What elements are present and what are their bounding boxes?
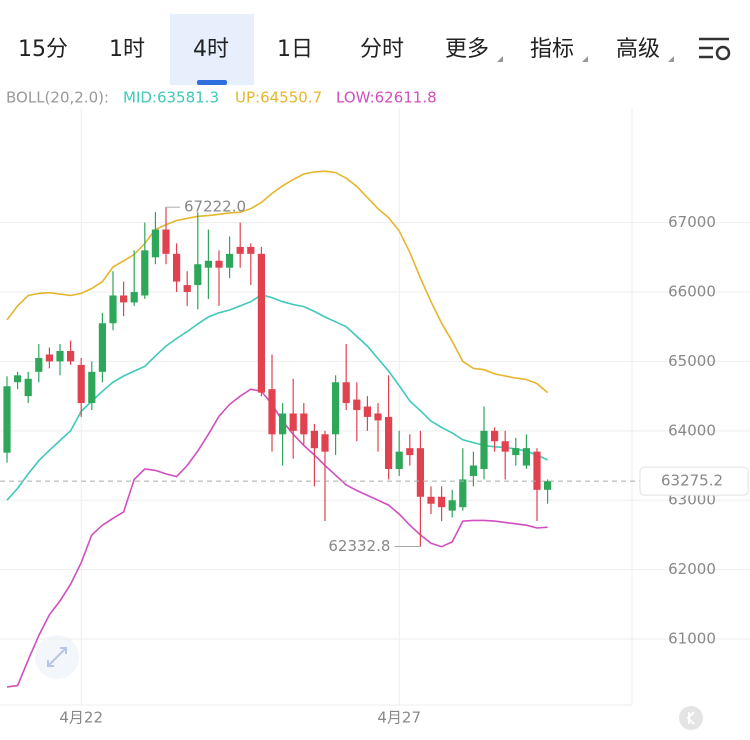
candle-body: [141, 250, 149, 296]
candle-body: [544, 481, 552, 490]
candle-body: [14, 375, 22, 383]
boll-line: [6, 170, 549, 394]
tab[interactable]: 15分: [18, 37, 68, 62]
candle-body: [268, 389, 276, 435]
dropdown-caret: [582, 56, 588, 62]
candle-body: [130, 292, 138, 303]
candle-body: [342, 382, 350, 404]
y-tick-label: 67000: [668, 213, 716, 231]
candle-body: [300, 413, 308, 435]
candle-body: [321, 434, 329, 452]
candle-body: [162, 229, 170, 254]
tab[interactable]: 4时: [193, 37, 229, 62]
candle-body: [459, 479, 467, 508]
tab[interactable]: 1日: [277, 37, 313, 62]
legend-entry: LOW:62611.8: [336, 89, 437, 107]
y-tick-label: 65000: [668, 352, 716, 370]
candle-body: [183, 285, 191, 292]
candle-body: [374, 413, 382, 421]
candle-body: [522, 448, 530, 466]
indicator-label: BOLL(20,2.0):: [6, 89, 109, 107]
candle-body: [88, 371, 96, 404]
candle-body: [236, 246, 244, 254]
tab[interactable]: 指标: [530, 37, 574, 62]
selected-tab-bg: [170, 14, 254, 85]
boll-line: [6, 388, 548, 688]
candle-body: [416, 448, 424, 497]
boll-line: [6, 293, 548, 501]
candle-body: [395, 451, 403, 469]
x-tick-label: 4月22: [59, 709, 103, 727]
tab[interactable]: 更多: [445, 37, 489, 62]
settings-icon[interactable]: [699, 37, 731, 61]
candle-body: [533, 451, 541, 490]
candle-body: [501, 441, 509, 452]
candle-body: [120, 295, 128, 303]
candle-body: [226, 253, 234, 268]
candle-body: [363, 406, 371, 417]
candle-body: [310, 430, 318, 449]
candle-body: [289, 413, 297, 431]
current-price-box: [639, 466, 749, 496]
low-annotation: 62332.8: [328, 537, 390, 555]
candle-body: [512, 448, 520, 456]
scroll-end-button[interactable]: [679, 706, 703, 730]
expand-button[interactable]: [35, 635, 79, 679]
candle-body: [480, 430, 488, 469]
candle-body: [257, 253, 265, 393]
tab[interactable]: 分时: [360, 37, 404, 62]
candle-body: [56, 351, 64, 362]
tab[interactable]: 高级: [616, 37, 660, 62]
legend: BOLL(20,2.0): MID:63581.3 UP:64550.7 LOW:6…: [6, 89, 437, 107]
current-price-label: 63275.2: [661, 472, 723, 490]
candle-body: [469, 465, 477, 476]
y-tick-label: 66000: [668, 283, 716, 301]
candle-body: [215, 260, 223, 268]
y-tick-label: 64000: [668, 421, 716, 439]
candle-body: [491, 430, 499, 442]
candle-body: [427, 496, 435, 504]
candle-body: [98, 323, 106, 372]
candle-body: [173, 253, 181, 282]
candle-body: [353, 399, 361, 410]
candle-body: [385, 416, 393, 469]
y-tick-label: 62000: [668, 560, 716, 578]
candle-body: [67, 351, 75, 362]
candle-body: [279, 413, 287, 435]
high-annotation: 67222.0: [184, 198, 246, 216]
candle-body: [24, 378, 32, 397]
selected-tab-underline: [197, 80, 227, 85]
candle-body: [45, 354, 53, 362]
candle-body: [448, 500, 456, 511]
candle-body: [77, 364, 85, 404]
candle-body: [204, 260, 212, 268]
legend-entry: MID:63581.3: [123, 89, 219, 107]
candle-body: [332, 382, 340, 435]
candle-body: [194, 264, 202, 286]
candle-body: [247, 246, 255, 254]
x-tick-label: 4月27: [377, 709, 421, 727]
dropdown-caret: [668, 56, 674, 62]
candle-body: [151, 229, 159, 258]
candle-body: [406, 448, 414, 456]
tab[interactable]: 1时: [109, 37, 145, 62]
candle-body: [109, 295, 117, 324]
y-tick-label: 61000: [668, 630, 716, 648]
candle-body: [3, 386, 11, 453]
dropdown-caret: [497, 56, 503, 62]
candle-body: [438, 496, 446, 508]
legend-entry: UP:64550.7: [235, 89, 322, 107]
candle-body: [35, 357, 43, 372]
